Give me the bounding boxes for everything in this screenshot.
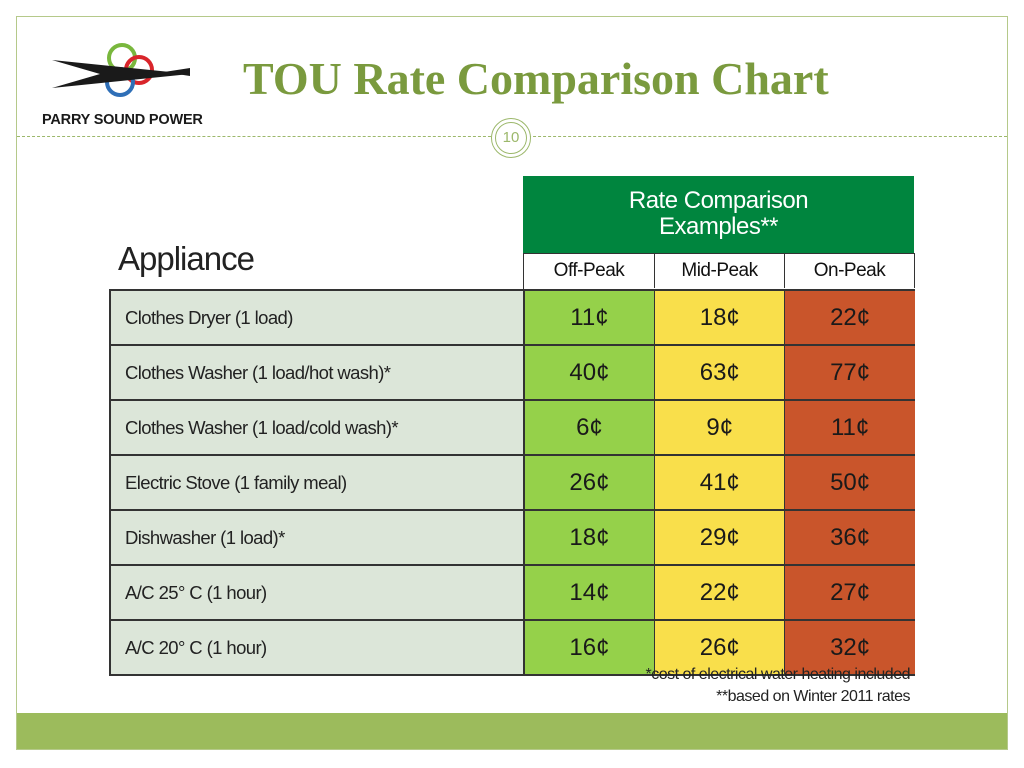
logo-text: PARRY SOUND POWER: [42, 112, 203, 128]
appliance-name: A/C 20° C (1 hour): [111, 621, 525, 674]
table-row: A/C 25° C (1 hour) 14¢ 22¢ 27¢: [111, 566, 915, 621]
off-peak-value: 26¢: [524, 456, 656, 509]
off-peak-value: 16¢: [524, 621, 656, 674]
footnotes: *cost of electrical water heating includ…: [560, 664, 911, 708]
page-number-badge: 10: [491, 118, 531, 158]
mid-peak-value: 41¢: [655, 456, 786, 509]
mid-peak-value: 26¢: [655, 621, 786, 674]
table-row: Clothes Washer (1 load/cold wash)* 6¢ 9¢…: [111, 401, 915, 456]
appliance-name: Electric Stove (1 family meal): [111, 456, 525, 509]
off-peak-value: 14¢: [524, 566, 656, 619]
rate-comparison-header-line1: Rate Comparison: [628, 187, 809, 214]
table-row: Clothes Washer (1 load/hot wash)* 40¢ 63…: [111, 346, 915, 401]
parry-sound-power-logo-icon: [52, 43, 190, 97]
on-peak-value: 36¢: [785, 511, 915, 564]
off-peak-value: 11¢: [524, 291, 656, 344]
rate-comparison-header-line2: Examples**: [658, 213, 779, 240]
on-peak-header: On-Peak: [785, 253, 915, 288]
on-peak-value: 27¢: [785, 566, 915, 619]
off-peak-value: 6¢: [524, 401, 656, 454]
footer-bar: [17, 713, 1007, 749]
off-peak-header: Off-Peak: [524, 253, 655, 288]
off-peak-value: 40¢: [524, 346, 656, 399]
page-number: 10: [495, 122, 527, 154]
appliance-name: Clothes Washer (1 load/hot wash)*: [111, 346, 525, 399]
appliance-name: A/C 25° C (1 hour): [111, 566, 525, 619]
rate-comparison-header: Rate Comparison Examples**: [523, 176, 914, 253]
appliance-name: Clothes Washer (1 load/cold wash)*: [111, 401, 525, 454]
period-column-headers: Off-Peak Mid-Peak On-Peak: [523, 253, 915, 289]
table-row: Dishwasher (1 load)* 18¢ 29¢ 36¢: [111, 511, 915, 566]
mid-peak-header: Mid-Peak: [655, 253, 785, 288]
table-row: Electric Stove (1 family meal) 26¢ 41¢ 5…: [111, 456, 915, 511]
table-row: Clothes Dryer (1 load) 11¢ 18¢ 22¢: [111, 291, 915, 346]
mid-peak-value: 9¢: [655, 401, 786, 454]
on-peak-value: 22¢: [785, 291, 915, 344]
footnote-winter-rates: **based on Winter 2011 rates: [716, 688, 910, 705]
off-peak-value: 18¢: [524, 511, 656, 564]
footnote-water-heating: *cost of electrical water heating includ…: [645, 666, 911, 683]
mid-peak-value: 22¢: [655, 566, 786, 619]
mid-peak-value: 18¢: [655, 291, 786, 344]
slide-title: TOU Rate Comparison Chart: [243, 53, 829, 104]
table-row: A/C 20° C (1 hour) 16¢ 26¢ 32¢: [111, 621, 915, 674]
appliance-name: Dishwasher (1 load)*: [111, 511, 525, 564]
on-peak-value: 11¢: [785, 401, 915, 454]
on-peak-value: 32¢: [785, 621, 915, 674]
mid-peak-value: 29¢: [655, 511, 786, 564]
on-peak-value: 77¢: [785, 346, 915, 399]
appliance-name: Clothes Dryer (1 load): [111, 291, 525, 344]
on-peak-value: 50¢: [785, 456, 915, 509]
slide-frame: [16, 16, 1008, 750]
mid-peak-value: 63¢: [655, 346, 786, 399]
appliance-column-header: Appliance: [118, 240, 255, 277]
rate-comparison-table: Clothes Dryer (1 load) 11¢ 18¢ 22¢ Cloth…: [109, 289, 915, 676]
